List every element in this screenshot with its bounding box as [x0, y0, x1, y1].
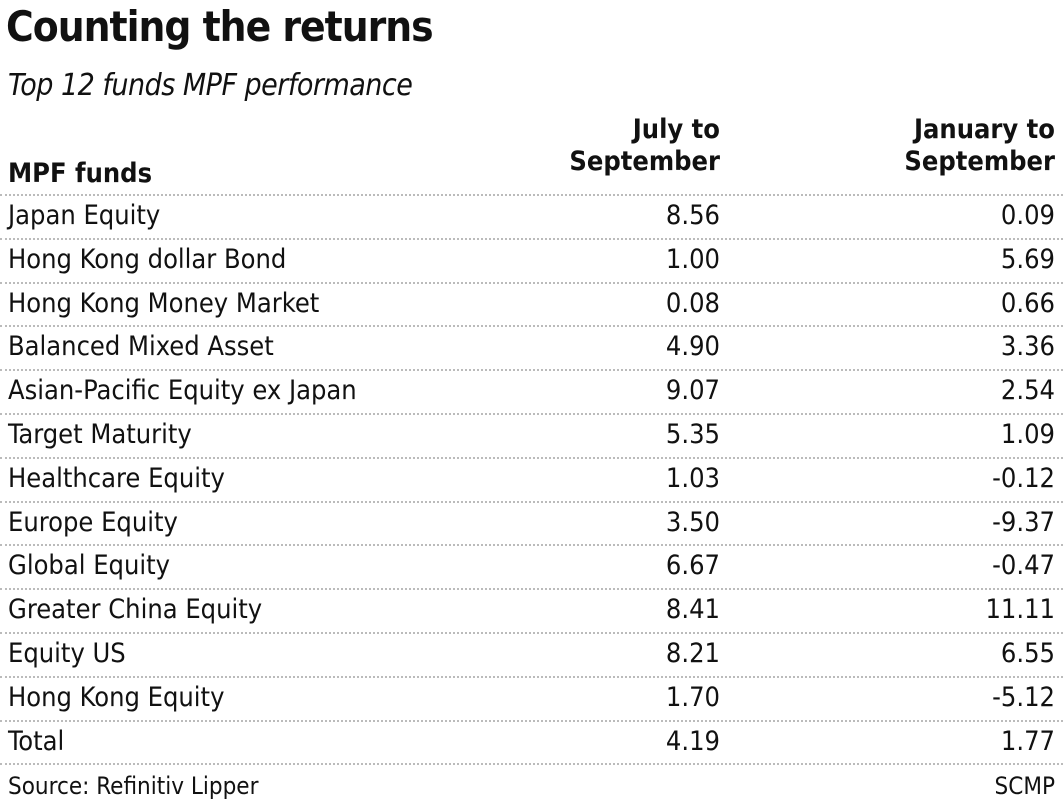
return-value: -0.12: [992, 462, 1055, 494]
return-value: 1.00: [665, 243, 720, 275]
return-value: 1.03: [665, 462, 720, 494]
column-header: January to September: [904, 114, 1055, 178]
return-value: 5.69: [1000, 243, 1055, 275]
rule: [0, 369, 1063, 372]
return-value: 3.36: [1000, 331, 1055, 363]
return-value: -0.47: [992, 550, 1055, 582]
fund-name: Japan Equity: [8, 200, 161, 231]
fund-name: Europe Equity: [8, 506, 178, 538]
fund-name: Hong Kong dollar Bond: [8, 243, 287, 275]
return-value: 6.55: [1000, 638, 1055, 669]
fund-name: Global Equity: [8, 550, 171, 582]
fund-name: Asian-Pacific Equity ex Japan: [8, 375, 357, 407]
fund-name: Balanced Mixed Asset: [8, 331, 274, 363]
rule: [0, 719, 1063, 722]
return-value: 11.11: [985, 594, 1055, 626]
return-value: 0.08: [665, 287, 720, 319]
return-value: 1.70: [665, 681, 720, 713]
rule: [0, 194, 1063, 196]
rule: [0, 544, 1063, 547]
rule: [0, 675, 1063, 678]
return-value: 0.66: [1000, 287, 1055, 319]
column-header: MPF funds: [8, 158, 153, 189]
return-value: 2.54: [1000, 375, 1055, 407]
rule: [0, 281, 1063, 284]
return-value: 8.41: [665, 594, 720, 626]
rule: [0, 632, 1063, 634]
rule: [0, 456, 1063, 459]
return-value: 6.67: [665, 550, 720, 582]
rule: [0, 237, 1063, 240]
return-value: 1.77: [1000, 725, 1055, 757]
return-value: 8.56: [665, 200, 720, 231]
return-value: 8.21: [665, 638, 720, 669]
fund-name: Greater China Equity: [8, 594, 263, 626]
fund-name: Hong Kong Equity: [8, 681, 225, 713]
return-value: 4.90: [665, 331, 720, 363]
fund-name: Hong Kong Money Market: [8, 287, 320, 319]
return-value: 3.50: [665, 506, 720, 538]
rule: [0, 325, 1063, 328]
rule: [0, 763, 1063, 766]
fund-name: Healthcare Equity: [8, 462, 225, 494]
subtitle: Top 12 funds MPF performance: [8, 68, 413, 103]
return-value: 0.09: [1000, 200, 1055, 231]
return-value: -9.37: [992, 506, 1055, 538]
credit: SCMP: [994, 772, 1055, 800]
title: Counting the returns: [6, 2, 434, 51]
return-value: 4.19: [665, 725, 720, 757]
return-value: 5.35: [665, 419, 720, 450]
column-header: July to September: [569, 114, 720, 178]
rule: [0, 413, 1063, 415]
source: Source: Refinitiv Lipper: [8, 772, 259, 800]
rule: [0, 588, 1063, 591]
fund-name: Equity US: [8, 638, 126, 669]
rule: [0, 500, 1063, 503]
return-value: 1.09: [1000, 419, 1055, 450]
return-value: 9.07: [665, 375, 720, 407]
return-value: -5.12: [992, 681, 1055, 713]
fund-name: Target Maturity: [8, 419, 192, 450]
fund-name: Total: [8, 725, 65, 757]
